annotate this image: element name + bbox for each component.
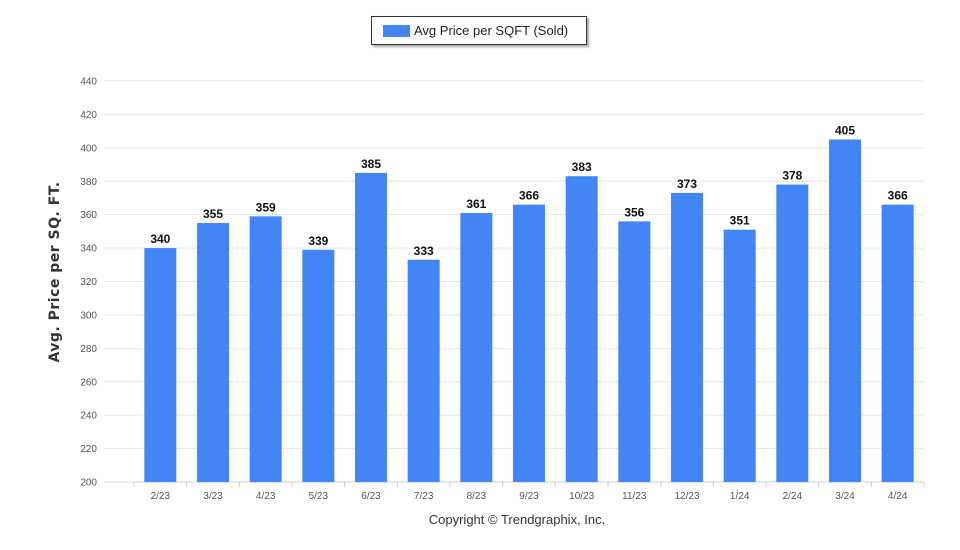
data-label: 378 (782, 169, 802, 183)
data-label: 359 (256, 200, 276, 214)
y-tick-label: 240 (80, 411, 97, 422)
y-tick-label: 300 (80, 310, 97, 321)
bar (881, 204, 914, 482)
x-tick-label: 6/23 (361, 491, 381, 502)
x-tick-label: 12/23 (674, 491, 699, 502)
data-label: 340 (150, 232, 170, 246)
y-tick-label: 440 (80, 77, 97, 88)
bar (197, 223, 229, 483)
x-tick-label: 10/23 (569, 491, 594, 502)
bar (776, 184, 809, 482)
bar (829, 139, 861, 482)
bar (513, 204, 545, 482)
y-tick-label: 260 (80, 377, 97, 388)
y-tick-label: 200 (80, 478, 97, 489)
x-tick-label: 11/23 (622, 491, 647, 502)
x-tick-label: 2/24 (783, 491, 803, 502)
y-tick-label: 320 (80, 277, 97, 288)
legend-label: Avg Price per SQFT (Sold) (414, 23, 569, 38)
x-tick-label: 7/23 (414, 491, 434, 502)
data-label: 333 (414, 244, 434, 258)
x-tick-label: 4/23 (256, 491, 276, 502)
data-label: 366 (888, 189, 908, 203)
data-label: 355 (203, 207, 223, 221)
bar (144, 248, 177, 482)
y-tick-label: 220 (80, 444, 97, 455)
y-tick-label: 280 (80, 344, 97, 355)
bar (355, 172, 387, 483)
y-axis-label: Avg. Price per SQ. FT. (47, 181, 63, 363)
x-tick-label: 3/23 (203, 491, 223, 502)
y-tick-label: 400 (80, 143, 97, 154)
bar (671, 192, 703, 482)
y-tick-label: 420 (80, 110, 97, 121)
data-label: 339 (308, 234, 328, 248)
data-label: 356 (624, 205, 644, 219)
data-label: 383 (572, 160, 592, 174)
x-tick-label: 4/24 (888, 491, 908, 502)
x-tick-label: 2/23 (151, 491, 171, 502)
data-label: 405 (835, 123, 855, 137)
legend: Avg Price per SQFT (Sold) (371, 16, 587, 45)
bar (407, 259, 440, 482)
bar (249, 216, 282, 482)
y-tick-label: 380 (80, 177, 97, 188)
x-tick-label: 8/23 (467, 491, 487, 502)
x-tick-label: 1/24 (730, 491, 750, 502)
x-tick-label: 9/23 (519, 491, 539, 502)
x-tick-label: 3/24 (835, 491, 855, 502)
data-label: 385 (361, 157, 381, 171)
data-label: 366 (519, 189, 539, 203)
y-tick-label: 360 (80, 210, 97, 221)
bar (618, 221, 651, 482)
bar (460, 212, 493, 482)
data-label: 351 (730, 214, 750, 228)
copyright: Copyright © Trendgraphix, Inc. (428, 512, 606, 527)
y-tick-label: 340 (80, 244, 97, 255)
bar (565, 176, 598, 483)
x-tick-label: 5/23 (309, 491, 329, 502)
legend-swatch (383, 25, 410, 37)
bar (302, 249, 335, 482)
data-label: 373 (677, 177, 697, 191)
bar (723, 229, 756, 482)
data-label: 361 (466, 197, 486, 211)
